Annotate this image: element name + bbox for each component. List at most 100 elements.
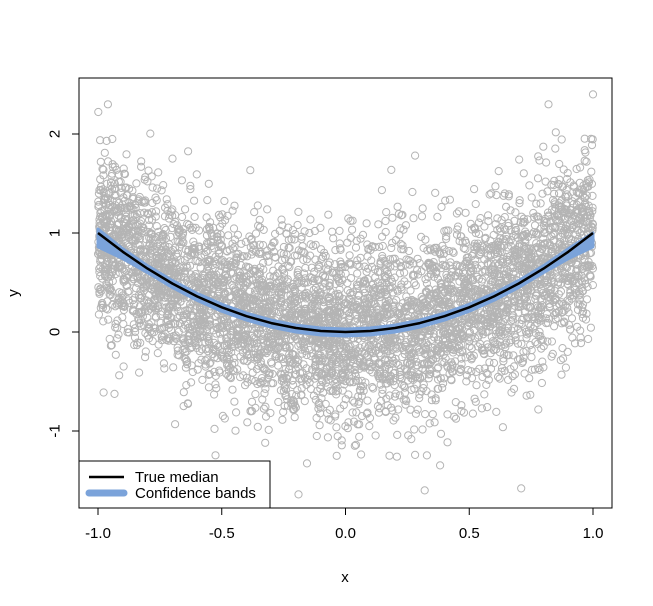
scatter-point: [142, 281, 151, 291]
scatter-point: [308, 299, 317, 308]
scatter-point: [186, 344, 195, 353]
scatter-point: [403, 358, 412, 367]
scatter-point: [587, 141, 597, 150]
scatter-point: [323, 433, 332, 442]
scatter-point: [135, 307, 144, 317]
scatter-point: [534, 331, 543, 340]
scatter-point: [549, 236, 559, 245]
scatter-point: [426, 364, 435, 374]
scatter-point: [389, 356, 398, 365]
scatter-point: [313, 264, 322, 273]
scatter-point: [286, 296, 295, 305]
scatter-point: [476, 214, 485, 223]
scatter-point: [360, 342, 369, 351]
scatter-point: [108, 160, 117, 169]
scatter-point: [264, 257, 273, 266]
scatter-point: [345, 378, 355, 387]
scatter-point: [261, 412, 271, 421]
scatter-point: [496, 331, 505, 340]
scatter-point: [425, 366, 434, 375]
scatter-point: [483, 370, 492, 379]
scatter-point: [467, 251, 477, 260]
scatter-point: [441, 196, 450, 205]
scatter-point: [329, 370, 339, 379]
scatter-point: [125, 287, 134, 296]
scatter-point: [154, 340, 163, 349]
scatter-point: [216, 235, 225, 244]
scatter-point: [230, 397, 239, 406]
scatter-point: [284, 223, 293, 232]
scatter-point: [205, 359, 214, 368]
scatter-point: [530, 365, 540, 374]
scatter-point: [290, 286, 300, 295]
scatter-point: [119, 274, 128, 284]
scatter-point: [344, 418, 353, 427]
scatter-point: [402, 397, 411, 406]
scatter-point: [413, 373, 422, 382]
scatter-point: [509, 291, 518, 300]
scatter-point: [346, 365, 355, 374]
scatter-point: [141, 347, 150, 356]
scatter-point: [449, 248, 458, 257]
scatter-point: [192, 170, 201, 179]
scatter-point: [485, 190, 494, 199]
scatter-point: [522, 333, 531, 342]
scatter-point: [281, 341, 290, 350]
scatter-point: [213, 324, 222, 333]
scatter-point: [433, 384, 442, 393]
scatter-point: [409, 337, 419, 346]
scatter-point: [298, 242, 307, 251]
scatter-point: [382, 310, 391, 319]
scatter-point: [288, 358, 298, 367]
scatter-point: [165, 249, 174, 259]
scatter-point: [411, 450, 420, 459]
scatter-point: [361, 279, 370, 288]
scatter-point: [257, 360, 266, 369]
scatter-point: [350, 351, 359, 360]
scatter-point: [556, 213, 566, 222]
scatter-point: [306, 384, 315, 393]
scatter-point: [539, 234, 548, 243]
scatter-point: [324, 294, 333, 303]
scatter-point: [484, 211, 493, 220]
scatter-point: [459, 289, 468, 298]
scatter-point: [261, 304, 271, 313]
scatter-point: [498, 423, 507, 432]
scatter-point: [164, 336, 173, 345]
scatter-point: [515, 196, 524, 205]
scatter-point: [467, 367, 476, 376]
scatter-point: [212, 329, 221, 338]
scatter-point: [404, 256, 413, 265]
scatter-point: [155, 292, 164, 301]
scatter-point: [344, 342, 353, 351]
scatter-point: [377, 289, 386, 298]
scatter-point: [561, 301, 570, 310]
scatter-point: [96, 136, 105, 145]
scatter-point: [505, 238, 514, 247]
scatter-point: [400, 388, 409, 398]
scatter-point: [214, 210, 223, 219]
scatter-point: [491, 220, 500, 229]
scatter-point: [456, 232, 465, 241]
scatter-point: [458, 348, 467, 357]
scatter-point: [316, 362, 325, 371]
scatter-point: [472, 243, 481, 252]
scatter-point: [549, 236, 558, 245]
scatter-point: [584, 261, 593, 270]
scatter-point: [274, 397, 283, 407]
scatter-point: [415, 394, 424, 403]
scatter-point: [278, 415, 287, 424]
scatter-point: [550, 322, 559, 331]
scatter-point: [125, 220, 134, 229]
scatter-point: [133, 226, 142, 235]
scatter-point: [473, 239, 482, 248]
scatter-point: [467, 225, 476, 234]
scatter-point: [488, 320, 497, 329]
scatter-point: [195, 244, 204, 253]
scatter-point: [311, 367, 320, 376]
scatter-point: [503, 305, 512, 314]
scatter-point: [226, 292, 235, 301]
scatter-point: [453, 222, 463, 231]
scatter-point: [588, 191, 597, 200]
scatter-point: [411, 151, 420, 160]
